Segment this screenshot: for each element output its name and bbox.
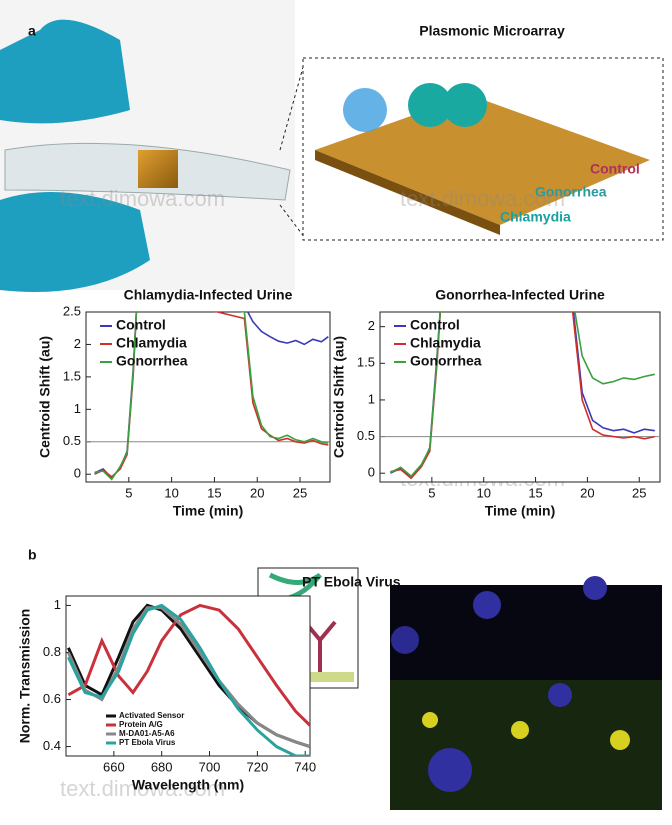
x-tick-label: 680 xyxy=(151,759,173,774)
x-tick-label: 5 xyxy=(428,485,435,500)
x-tick-label: 5 xyxy=(125,485,132,500)
y-tick-label: 2 xyxy=(74,336,81,351)
x-tick-label: 740 xyxy=(294,759,316,774)
x-tick-label: 720 xyxy=(247,759,269,774)
series-line xyxy=(67,603,310,727)
x-tick-label: 10 xyxy=(476,485,490,500)
y-axis-label: Centroid Shift (au) xyxy=(37,336,53,458)
microarray-illustration: Plasmonic Microarray Control Gonorrhea C… xyxy=(302,23,664,241)
legend-label: Gonorrhea xyxy=(410,353,482,369)
legend-label: Protein A/G xyxy=(119,720,163,729)
inset-label: PT Ebola Virus xyxy=(302,574,401,590)
y-tick-label: 1.5 xyxy=(63,368,81,383)
photo-chip: a xyxy=(0,0,295,292)
array-rendering xyxy=(390,576,662,810)
x-tick-label: 20 xyxy=(250,485,264,500)
y-tick-label: 2.5 xyxy=(63,303,81,318)
panel-label: b xyxy=(28,547,37,563)
legend-label: M-DA01-A5-A6 xyxy=(119,729,175,738)
legend-label: Control xyxy=(116,317,166,333)
chart-title: Gonorrhea-Infected Urine xyxy=(435,287,605,303)
y-tick-label: 0.5 xyxy=(357,428,375,443)
legend-label: Chlamydia xyxy=(116,335,187,351)
x-axis-label: Time (min) xyxy=(173,503,244,519)
array-label: Chlamydia xyxy=(500,209,571,225)
x-tick-label: 15 xyxy=(207,485,221,500)
x-tick-label: 20 xyxy=(580,485,594,500)
y-tick-label: 2 xyxy=(368,318,375,333)
zoom-line xyxy=(279,204,306,239)
watermark: text.dimowa.com xyxy=(60,776,225,801)
watermark: text.dimowa.com xyxy=(400,186,565,211)
x-tick-label: 660 xyxy=(103,759,125,774)
y-tick-label: 0.4 xyxy=(43,738,61,753)
x-axis-label: Wavelength (nm) xyxy=(132,777,244,793)
y-tick-label: 0.5 xyxy=(63,433,81,448)
series-line xyxy=(94,312,329,478)
chart: Chlamydia-Infected Urine 0 0.5 1 1.5 2 2.5 5 10 1… xyxy=(37,287,331,519)
x-tick-label: 25 xyxy=(293,485,307,500)
y-axis-label: Norm. Transmission xyxy=(17,609,33,744)
y-tick-label: 0 xyxy=(368,465,375,480)
legend-label: Gonorrhea xyxy=(116,353,188,369)
legend-label: Control xyxy=(410,317,460,333)
series-line xyxy=(390,312,655,480)
x-tick-label: 25 xyxy=(632,485,646,500)
series-line xyxy=(390,312,655,478)
y-tick-label: 0.6 xyxy=(43,691,61,706)
chart-title: Chlamydia-Infected Urine xyxy=(124,287,293,303)
x-axis-label: Time (min) xyxy=(485,503,556,519)
series-line xyxy=(94,312,329,481)
x-tick-label: 10 xyxy=(164,485,178,500)
series-line xyxy=(67,603,310,756)
illustration-title: Plasmonic Microarray xyxy=(419,23,565,39)
y-tick-label: 1 xyxy=(54,597,61,612)
array-label: Control xyxy=(590,161,640,177)
legend-label: Chlamydia xyxy=(410,335,481,351)
chart: 0.4 0.6 0.8 1 660 680 700 720 740 Wavelength (nm)… xyxy=(17,595,316,793)
y-tick-label: 0 xyxy=(74,466,81,481)
y-tick-label: 0.8 xyxy=(43,644,61,659)
y-tick-label: 1.5 xyxy=(357,355,375,370)
panel-label: a xyxy=(28,23,36,39)
array-label: Gonorrhea xyxy=(535,184,607,200)
y-tick-label: 1 xyxy=(74,401,81,416)
legend-label: Activated Sensor xyxy=(119,711,184,720)
legend-label: PT Ebola Virus xyxy=(119,738,176,747)
x-tick-label: 700 xyxy=(199,759,221,774)
y-axis-label: Centroid Shift (au) xyxy=(331,336,347,458)
y-tick-label: 1 xyxy=(368,391,375,406)
watermark: text.dimowa.com xyxy=(60,186,225,211)
x-tick-label: 15 xyxy=(528,485,542,500)
